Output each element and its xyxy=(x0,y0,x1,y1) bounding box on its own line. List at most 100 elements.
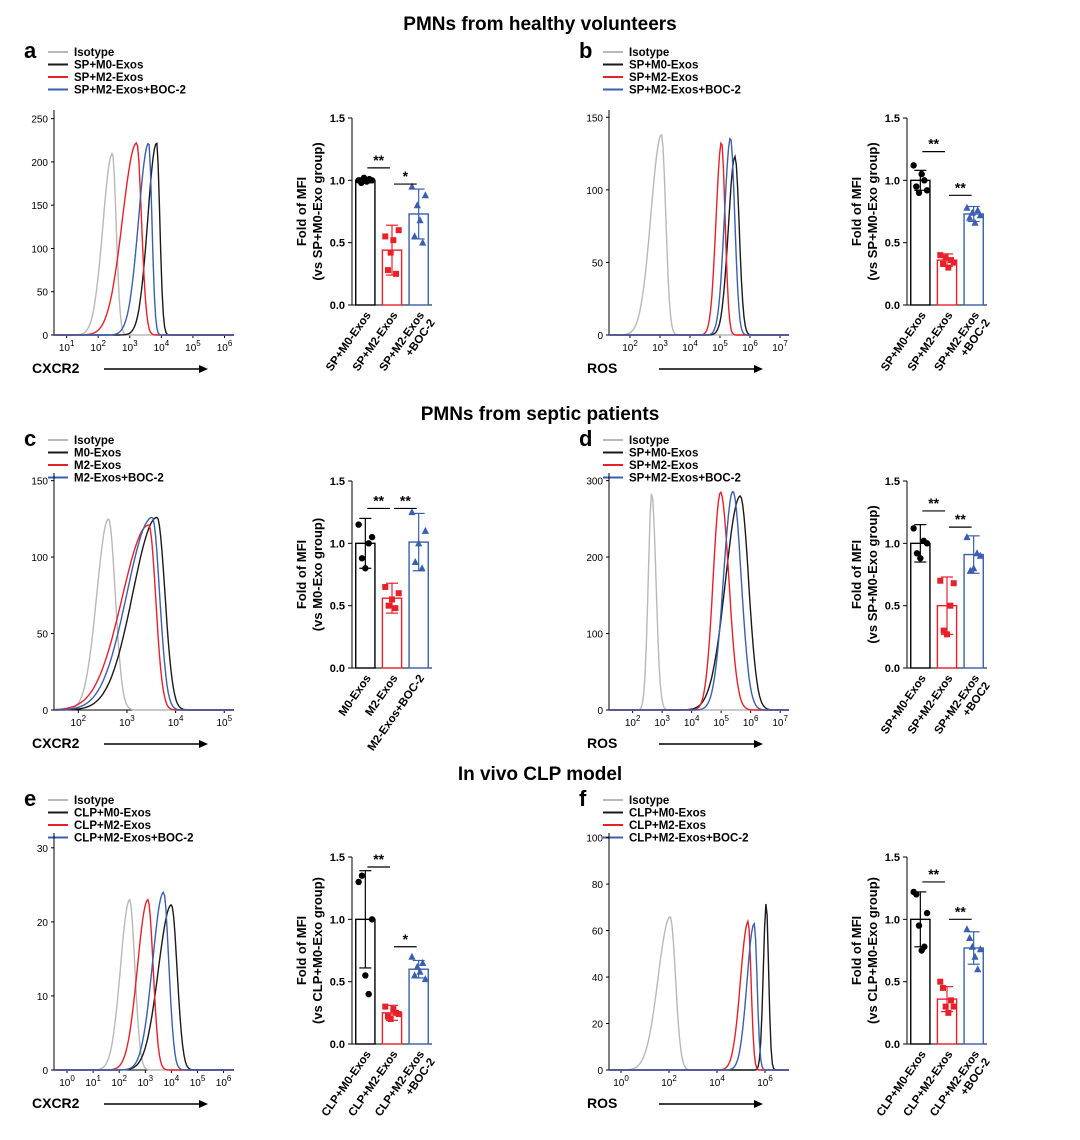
y-tick-label: 0 xyxy=(42,1066,48,1077)
data-point xyxy=(416,967,424,975)
data-point xyxy=(408,182,416,190)
data-point xyxy=(387,1016,394,1023)
x-tick-label: 102 xyxy=(625,714,641,729)
data-point xyxy=(395,590,402,597)
y-tick-label: 100 xyxy=(586,834,603,845)
axis-arrow-head xyxy=(199,740,208,748)
y-tick-label: 50 xyxy=(37,288,49,299)
data-point xyxy=(382,1003,389,1010)
histogram-series-1 xyxy=(54,151,234,336)
data-point xyxy=(421,526,429,534)
y-tick-label: 150 xyxy=(586,113,603,124)
y-tick-label: 0.5 xyxy=(885,977,900,989)
y-tick-label: 0.5 xyxy=(330,601,345,613)
x-tick-label: 102 xyxy=(90,339,106,354)
data-point xyxy=(413,201,421,209)
data-point xyxy=(365,540,372,547)
data-point xyxy=(365,990,372,998)
legend: IsotypeSP+M0-ExosSP+M2-ExosSP+M2-Exos+BO… xyxy=(48,47,186,97)
histogram-series-2 xyxy=(54,142,234,336)
histogram-series-4 xyxy=(54,142,234,336)
legend-label: CLP+M2-Exos xyxy=(74,820,151,832)
y-tick-label: 50 xyxy=(37,630,49,641)
legend: IsotypeSP+M0-ExosSP+M2-ExosSP+M2-Exos+BO… xyxy=(603,47,741,97)
legend-label: SP+M0-Exos xyxy=(74,60,143,72)
y-tick-label: 150 xyxy=(31,477,48,488)
legend: IsotypeCLP+M0-ExosCLP+M2-ExosCLP+M2-Exos… xyxy=(48,795,194,845)
histogram-series-3 xyxy=(609,490,789,711)
data-point xyxy=(948,997,955,1004)
data-point xyxy=(968,208,976,216)
data-point xyxy=(362,972,369,979)
x-tick-label: 107 xyxy=(772,714,788,729)
y-axis-label: Fold of MFI(vs M0-Exo group) xyxy=(294,518,325,631)
data-point xyxy=(966,566,974,574)
x-tick-label: 105 xyxy=(216,714,232,729)
y-tick-label: 1.5 xyxy=(885,476,900,488)
y-tick-label: 0 xyxy=(42,331,48,342)
legend-label: Isotype xyxy=(74,435,114,447)
legend-label: Isotype xyxy=(74,47,114,59)
x-tick-label: 100 xyxy=(59,1074,75,1089)
x-tick-label: 104 xyxy=(168,714,184,729)
y-tick-label: 0 xyxy=(597,1066,603,1077)
y-tick-label: 300 xyxy=(586,477,603,488)
y-tick-label: 200 xyxy=(586,553,603,564)
data-point xyxy=(940,627,947,634)
legend-label: Isotype xyxy=(629,435,669,447)
y-tick-label: 150 xyxy=(31,201,48,212)
data-point xyxy=(411,558,419,566)
x-tick-label: 102 xyxy=(622,339,638,354)
significance-label: ** xyxy=(928,495,939,511)
y-tick-label: 250 xyxy=(31,115,48,126)
data-point xyxy=(393,270,400,277)
data-point xyxy=(413,962,421,970)
x-tick-label: 104 xyxy=(684,714,700,729)
data-point xyxy=(382,583,389,590)
data-point xyxy=(950,259,957,266)
panel-letter: a xyxy=(24,38,37,63)
x-tick-label: 105 xyxy=(185,339,201,354)
legend-label: SP+M0-Exos xyxy=(629,60,698,72)
data-point xyxy=(974,206,982,214)
data-point xyxy=(419,238,427,246)
data-point xyxy=(382,233,389,240)
histogram-series-4 xyxy=(609,490,789,711)
data-point xyxy=(971,218,979,226)
data-point xyxy=(355,878,362,886)
data-point xyxy=(395,227,402,234)
data-point xyxy=(937,978,944,985)
data-point xyxy=(358,872,366,879)
data-point xyxy=(390,237,397,244)
data-point xyxy=(419,958,427,966)
y-tick-label: 1.5 xyxy=(330,113,345,125)
y-tick-label: 0 xyxy=(597,706,603,717)
legend-label: CLP+M2-Exos xyxy=(629,820,706,832)
x-axis-label: ROS xyxy=(587,1095,617,1111)
legend-label: SP+M2-Exos xyxy=(74,72,143,84)
histogram-series-4 xyxy=(54,516,234,711)
y-tick-label: 0.5 xyxy=(885,601,900,613)
x-tick-label: 103 xyxy=(122,339,138,354)
legend-label: M0-Exos xyxy=(74,448,121,460)
y-tick-label: 0.5 xyxy=(330,977,345,989)
y-tick-label: 100 xyxy=(586,186,603,197)
data-point xyxy=(368,533,376,541)
y-tick-label: 1.0 xyxy=(330,538,345,550)
x-tick-label: 102 xyxy=(71,714,87,729)
data-point xyxy=(395,1011,402,1018)
significance-label: ** xyxy=(373,851,384,867)
y-tick-label: 200 xyxy=(31,158,48,169)
legend-label: Isotype xyxy=(629,47,669,59)
histogram-series-3 xyxy=(53,524,234,711)
panel-letter: f xyxy=(579,786,587,811)
section-title-septic: PMNs from septic patients xyxy=(421,404,660,425)
legend-label: Isotype xyxy=(629,795,669,807)
x-tick-label: 103 xyxy=(654,714,670,729)
data-point xyxy=(966,934,974,942)
data-point xyxy=(917,555,924,562)
x-tick-label: 106 xyxy=(217,339,233,354)
panel-b: b IsotypeSP+M0-ExosSP+M2-ExosSP+M2-Exos+B… xyxy=(579,38,993,376)
y-tick-label: 1.5 xyxy=(330,476,345,488)
data-point xyxy=(971,952,979,960)
